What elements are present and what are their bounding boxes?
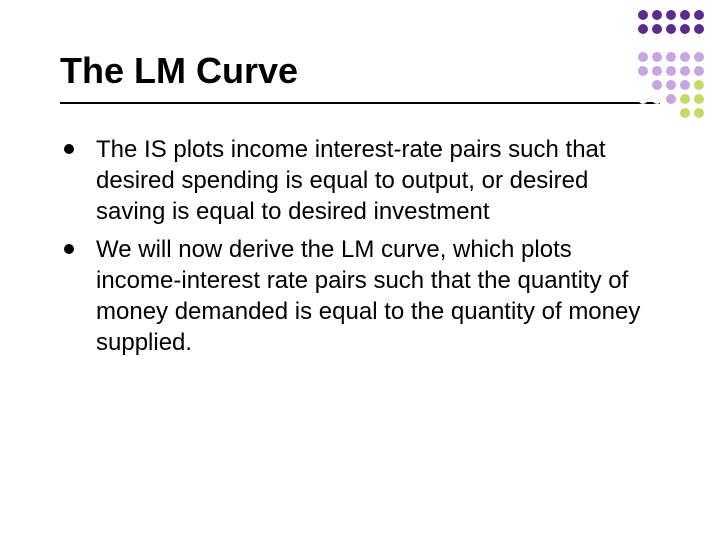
dot-row (636, 78, 706, 92)
dot-icon (638, 66, 648, 76)
slide: The LM Curve The IS plots income interes… (0, 0, 720, 540)
dot-icon (652, 52, 662, 62)
dot-icon (652, 66, 662, 76)
dot-icon (666, 66, 676, 76)
dot-icon (666, 80, 676, 90)
dot-icon (694, 24, 704, 34)
dot-icon (638, 24, 648, 34)
dot-icon (666, 38, 676, 48)
dot-icon (652, 80, 662, 90)
dot-icon (694, 94, 704, 104)
dot-icon (666, 108, 676, 118)
dot-row (636, 64, 706, 78)
dot-icon (694, 52, 704, 62)
list-item: The IS plots income interest-rate pairs … (64, 134, 660, 228)
bullet-text: We will now derive the LM curve, which p… (96, 234, 660, 359)
dot-icon (652, 108, 662, 118)
dot-row (636, 50, 706, 64)
bullet-text: The IS plots income interest-rate pairs … (96, 134, 660, 228)
dot-row (636, 22, 706, 36)
dot-icon (638, 108, 648, 118)
dot-icon (666, 10, 676, 20)
dot-icon (638, 52, 648, 62)
dot-icon (694, 38, 704, 48)
dot-icon (680, 52, 690, 62)
dot-icon (638, 94, 648, 104)
dot-icon (694, 10, 704, 20)
dot-icon (652, 94, 662, 104)
dot-row (636, 106, 706, 120)
dot-icon (638, 10, 648, 20)
dot-icon (694, 108, 704, 118)
list-item: We will now derive the LM curve, which p… (64, 234, 660, 359)
dot-icon (666, 24, 676, 34)
dot-icon (694, 66, 704, 76)
title-container: The LM Curve (60, 50, 660, 104)
dot-icon (666, 94, 676, 104)
dot-icon (680, 80, 690, 90)
dot-icon (680, 108, 690, 118)
dot-icon (680, 24, 690, 34)
dot-icon (680, 66, 690, 76)
bullet-dot-icon (64, 244, 74, 254)
dot-icon (680, 38, 690, 48)
dot-icon (638, 80, 648, 90)
dot-row (636, 8, 706, 22)
dot-row (636, 92, 706, 106)
dot-row (636, 36, 706, 50)
dot-icon (694, 80, 704, 90)
dot-icon (652, 38, 662, 48)
dot-icon (638, 38, 648, 48)
dot-icon (652, 10, 662, 20)
dot-icon (680, 10, 690, 20)
bullet-list: The IS plots income interest-rate pairs … (60, 134, 660, 358)
dot-icon (680, 94, 690, 104)
decorative-dot-grid (636, 8, 706, 120)
dot-icon (666, 52, 676, 62)
slide-title: The LM Curve (60, 50, 660, 92)
bullet-dot-icon (64, 144, 74, 154)
dot-icon (652, 24, 662, 34)
